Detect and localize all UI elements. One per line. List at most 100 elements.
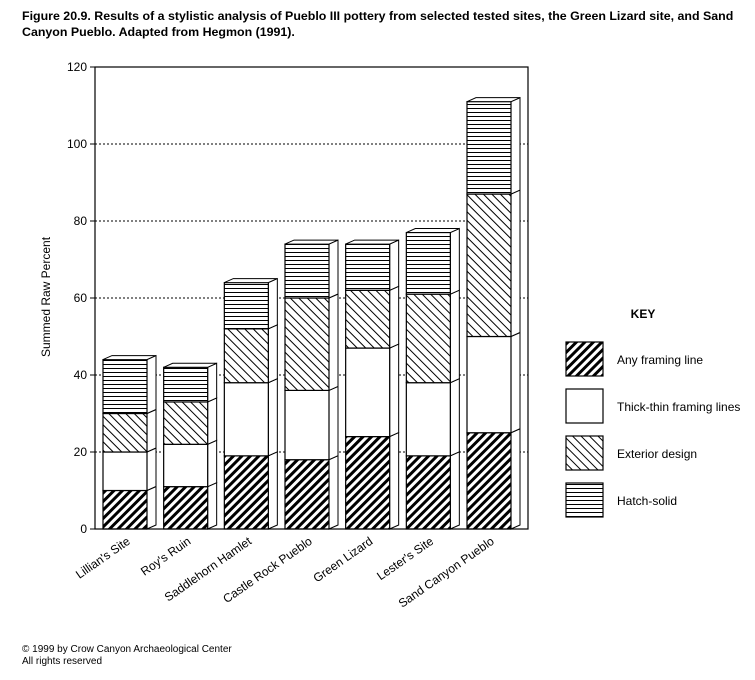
bar-segment [345, 243, 391, 291]
bar-side [207, 481, 218, 530]
bar-segment [466, 101, 512, 195]
bar-stack [405, 227, 460, 530]
bar-side [146, 485, 157, 530]
bar-side [146, 354, 157, 415]
bar-segment [405, 231, 451, 295]
bar-side [328, 239, 339, 299]
bar-segment [405, 293, 451, 384]
bar-top [224, 278, 278, 284]
bar-side [267, 377, 278, 457]
bar-segment [405, 382, 451, 457]
bar-side [510, 427, 521, 530]
x-category-label: Lester's Site [374, 534, 436, 583]
rights-line: All rights reserved [22, 656, 103, 667]
bar-side [267, 277, 278, 330]
legend-swatch [565, 388, 604, 424]
legend-label: Thick-thin framing lines [617, 400, 740, 414]
bar-segment [102, 412, 148, 453]
bar-segment [284, 243, 330, 299]
y-axis-label: Summed Raw Percent [39, 236, 53, 357]
legend-swatch [565, 435, 604, 471]
bar-top [102, 355, 157, 361]
bar-segment [163, 401, 209, 445]
bar-segment [102, 451, 148, 492]
bar-segment [163, 486, 209, 530]
bar-segment [284, 459, 330, 530]
bar-segment [102, 359, 148, 415]
x-category-label: Roy's Ruin [138, 534, 193, 579]
axes [94, 66, 529, 530]
bar-stack [284, 239, 339, 530]
bar-segment [345, 289, 391, 349]
bar-side [207, 362, 218, 403]
x-category-label: Lillian's Site [73, 534, 133, 582]
y-tick-label: 120 [67, 60, 87, 74]
legend-title: KEY [631, 307, 656, 321]
bar-segment [163, 366, 209, 403]
bar-top [284, 239, 339, 245]
legend: KEY Any framing line Thick-thin framing l… [565, 307, 740, 518]
bar-side [207, 439, 218, 488]
bar-top [345, 239, 399, 245]
legend-label: Exterior design [617, 447, 697, 461]
y-tick-label: 40 [74, 368, 88, 382]
bar-side [449, 451, 460, 530]
figure-caption: Figure 20.9. Results of a stylistic anal… [22, 9, 734, 39]
legend-label: Any framing line [617, 353, 703, 367]
y-tick-label: 100 [67, 137, 87, 151]
bar-side [146, 447, 157, 492]
bars [102, 96, 521, 530]
bar-side [146, 408, 157, 453]
bar-segment [466, 193, 512, 338]
bar-side [510, 189, 521, 338]
bar-segment [466, 432, 512, 530]
bar-segment [284, 389, 330, 461]
bar-stack [345, 239, 400, 530]
bar-segment [223, 455, 269, 530]
copyright-notice: © 1999 by Crow Canyon Archaeological Cen… [22, 644, 232, 668]
bar-side [449, 227, 460, 295]
plot-frame [94, 66, 529, 530]
bar-side [389, 343, 400, 438]
y-tick-label: 60 [74, 291, 88, 305]
x-category-label: Green Lizard [311, 534, 376, 585]
bar-side [510, 331, 521, 434]
bar-stack [223, 277, 278, 530]
bar-side [328, 293, 339, 392]
bar-segment [223, 382, 269, 457]
bar-side [449, 289, 460, 384]
bar-segment [102, 489, 148, 530]
bar-side [328, 385, 339, 461]
bar-segment [405, 455, 451, 530]
y-tick-label: 20 [74, 445, 88, 459]
bar-segment [163, 443, 209, 488]
bar-segment [345, 436, 391, 530]
bar-segment [223, 328, 269, 384]
bar-segment [284, 297, 330, 392]
bar-side [328, 454, 339, 530]
legend-label: Hatch-solid [617, 494, 677, 508]
bar-segment [345, 347, 391, 438]
bar-top [466, 97, 521, 103]
y-tick-labels: 0 20 40 60 80 100 120 [67, 60, 87, 536]
bar-side [389, 239, 400, 292]
copyright-line: © 1999 by Crow Canyon Archaeological Cen… [22, 644, 232, 655]
bar-side [389, 285, 400, 349]
bar-side [267, 324, 278, 384]
bar-stack [163, 362, 218, 530]
bar-side [449, 377, 460, 457]
bar-side [207, 397, 218, 446]
y-tick-label: 80 [74, 214, 88, 228]
bar-stack [466, 96, 521, 530]
bar-stack [102, 354, 157, 530]
bar-top [406, 228, 460, 234]
bar-side [389, 431, 400, 530]
legend-swatch [565, 482, 604, 518]
bar-segment [466, 335, 512, 434]
bar-top [163, 362, 217, 368]
bar-segment [223, 282, 269, 330]
y-tick-label: 0 [80, 522, 87, 536]
bar-side [510, 96, 521, 195]
